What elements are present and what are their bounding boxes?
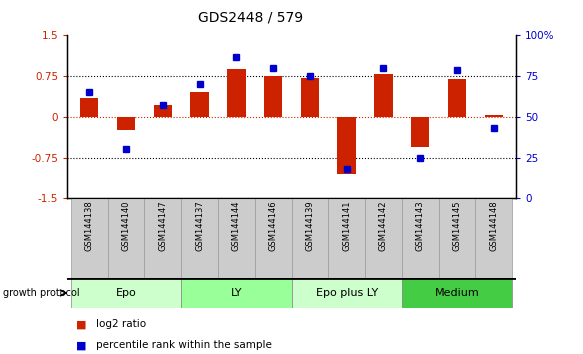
Text: GSM144147: GSM144147: [158, 201, 167, 251]
Bar: [71, 198, 107, 280]
Bar: [301, 78, 319, 117]
Bar: [365, 198, 402, 280]
Text: GSM144139: GSM144139: [305, 201, 314, 251]
Bar: [255, 198, 292, 280]
Bar: [227, 69, 245, 117]
Text: GSM144138: GSM144138: [85, 201, 94, 251]
Text: GDS2448 / 579: GDS2448 / 579: [198, 11, 303, 25]
Bar: [402, 278, 512, 308]
Bar: [438, 198, 476, 280]
Bar: [264, 76, 282, 117]
Bar: [181, 278, 292, 308]
Text: log2 ratio: log2 ratio: [96, 319, 146, 329]
Text: GSM144146: GSM144146: [269, 201, 278, 251]
Bar: [292, 278, 402, 308]
Text: ■: ■: [76, 319, 86, 329]
Text: Epo: Epo: [115, 288, 136, 298]
Bar: [476, 198, 512, 280]
Text: GSM144140: GSM144140: [121, 201, 131, 251]
Text: growth protocol: growth protocol: [3, 288, 79, 298]
Bar: [218, 198, 255, 280]
Bar: [117, 117, 135, 130]
Text: GSM144137: GSM144137: [195, 201, 204, 251]
Text: GSM144141: GSM144141: [342, 201, 351, 251]
Text: GSM144144: GSM144144: [232, 201, 241, 251]
Text: ■: ■: [76, 341, 86, 350]
Bar: [338, 117, 356, 174]
Bar: [181, 198, 218, 280]
Text: Epo plus LY: Epo plus LY: [315, 288, 378, 298]
Bar: [374, 74, 393, 117]
Bar: [107, 198, 145, 280]
Bar: [328, 198, 365, 280]
Text: GSM144142: GSM144142: [379, 201, 388, 251]
Text: GSM144143: GSM144143: [416, 201, 425, 251]
Text: percentile rank within the sample: percentile rank within the sample: [96, 341, 272, 350]
Bar: [80, 98, 99, 117]
Bar: [448, 79, 466, 117]
Bar: [145, 198, 181, 280]
Text: GSM144145: GSM144145: [452, 201, 462, 251]
Text: GSM144148: GSM144148: [489, 201, 498, 251]
Bar: [292, 198, 328, 280]
Bar: [71, 278, 181, 308]
Bar: [153, 105, 172, 117]
Bar: [190, 92, 209, 117]
Bar: [411, 117, 430, 147]
Text: LY: LY: [230, 288, 242, 298]
Text: Medium: Medium: [435, 288, 479, 298]
Bar: [484, 115, 503, 117]
Bar: [402, 198, 438, 280]
